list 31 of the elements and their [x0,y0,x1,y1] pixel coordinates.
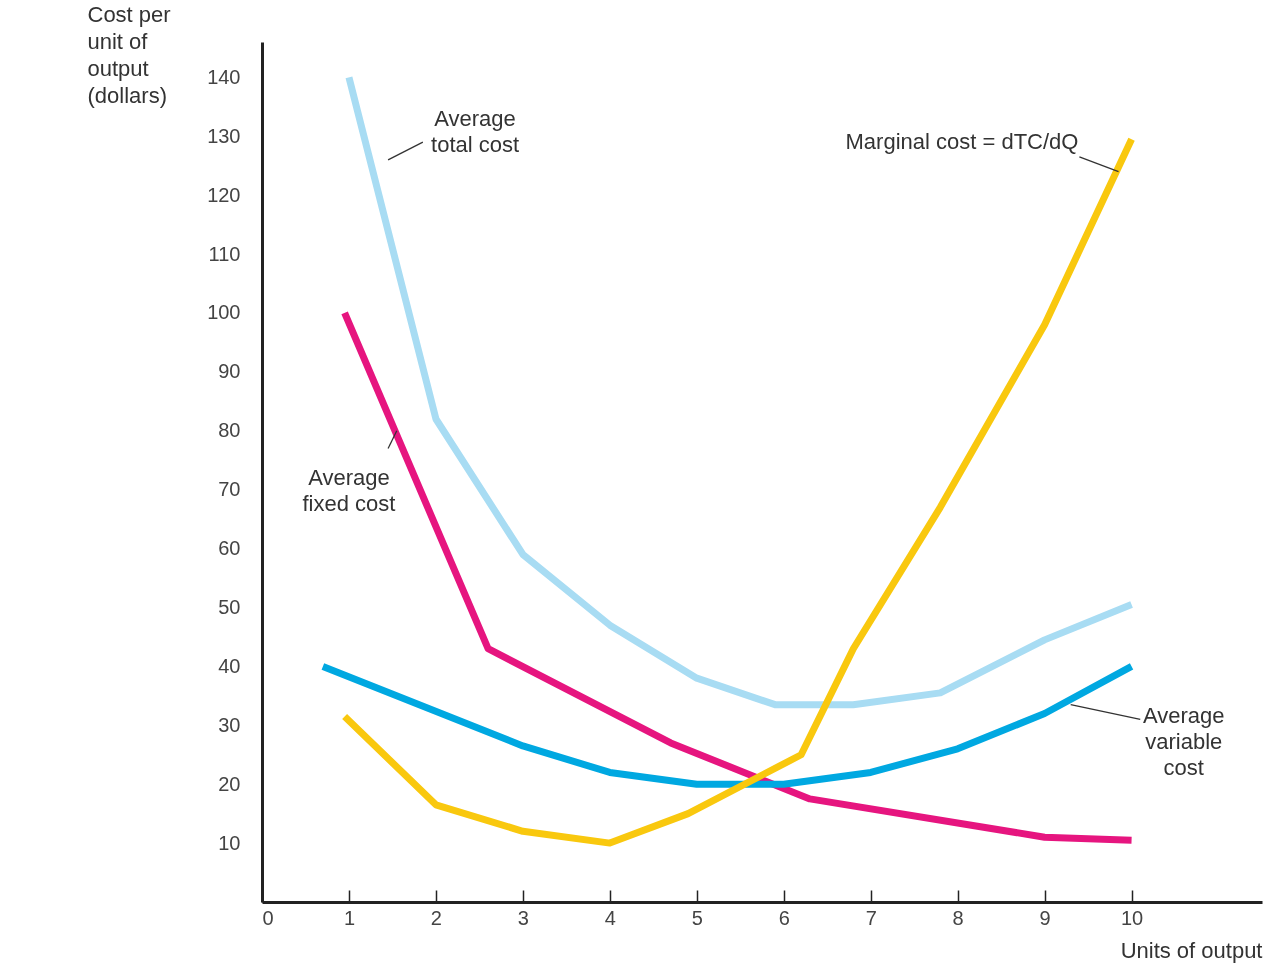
text: Average total cost [431,105,520,157]
y-tick-label: 50 [218,595,241,618]
x-axis-title: Units of output [1120,937,1263,963]
y-tick-label: 70 [218,478,241,501]
x-tick-label: 0 [262,906,274,929]
x-tick-label: 2 [430,906,442,929]
y-tick-label: 110 [208,242,241,265]
x-tick-label: 6 [778,906,790,929]
y-tick-label: 130 [207,124,241,147]
y-tick-label: 100 [207,301,241,324]
y-tick-label: 120 [207,183,241,206]
x-tick-label: 4 [604,906,616,929]
x-tick-label: 3 [517,906,529,929]
series-label: Marginal cost = dTC/dQ [845,129,1079,155]
y-tick-label: 40 [218,654,241,677]
y-tick-label: 140 [207,65,241,88]
x-tick-label: 7 [865,906,877,929]
x-tick-label: 5 [691,906,703,929]
y-axis-title: Cost per unit of output (dollars) [87,1,171,108]
x-tick-label: 9 [1039,906,1051,929]
x-tick-label: 10 [1120,906,1144,929]
y-tick-label: 30 [218,713,241,736]
y-tick-label: 20 [218,772,241,795]
y-tick-label: 60 [218,537,241,560]
y-tick-label: 90 [218,360,241,383]
x-tick-label: 8 [952,906,964,929]
y-tick-label: 10 [218,831,241,854]
series-label: Average fixed cost [302,464,396,516]
x-tick-label: 1 [343,906,356,929]
y-tick-label: 80 [218,419,241,442]
series-label: Average variable cost [1142,703,1225,781]
